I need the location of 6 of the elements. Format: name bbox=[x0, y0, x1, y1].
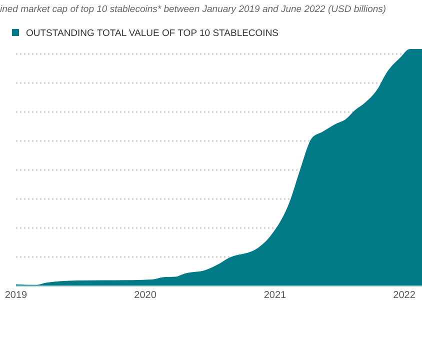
x-tick-label: 2019 bbox=[4, 290, 28, 302]
x-tick-label: 2021 bbox=[264, 290, 287, 302]
x-tick-label: 2022 bbox=[393, 290, 416, 302]
chart-title: ined market cap of top 10 stablecoins* between January 2019 and June 2022 (USD billions) bbox=[0, 4, 386, 15]
legend-label: OUTSTANDING TOTAL VALUE OF TOP 10 STABLECOINS bbox=[26, 28, 279, 39]
x-tick-label: 2020 bbox=[134, 290, 157, 302]
